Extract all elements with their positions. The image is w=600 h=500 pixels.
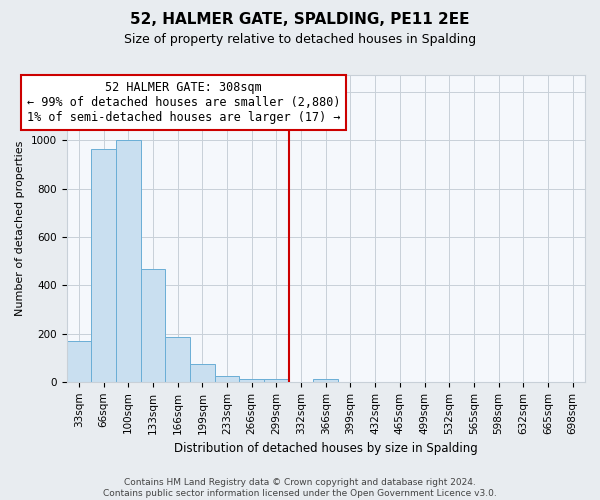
Bar xyxy=(239,380,264,382)
Bar xyxy=(190,364,215,382)
Bar xyxy=(264,380,289,382)
Bar xyxy=(215,376,239,382)
Text: 52 HALMER GATE: 308sqm
← 99% of detached houses are smaller (2,880)
1% of semi-d: 52 HALMER GATE: 308sqm ← 99% of detached… xyxy=(27,81,341,124)
Bar xyxy=(91,148,116,382)
Bar xyxy=(313,380,338,382)
Bar xyxy=(116,140,140,382)
Bar xyxy=(67,340,91,382)
Y-axis label: Number of detached properties: Number of detached properties xyxy=(15,140,25,316)
X-axis label: Distribution of detached houses by size in Spalding: Distribution of detached houses by size … xyxy=(174,442,478,455)
Bar xyxy=(140,270,166,382)
Text: 52, HALMER GATE, SPALDING, PE11 2EE: 52, HALMER GATE, SPALDING, PE11 2EE xyxy=(130,12,470,28)
Text: Size of property relative to detached houses in Spalding: Size of property relative to detached ho… xyxy=(124,32,476,46)
Bar xyxy=(166,337,190,382)
Text: Contains HM Land Registry data © Crown copyright and database right 2024.
Contai: Contains HM Land Registry data © Crown c… xyxy=(103,478,497,498)
